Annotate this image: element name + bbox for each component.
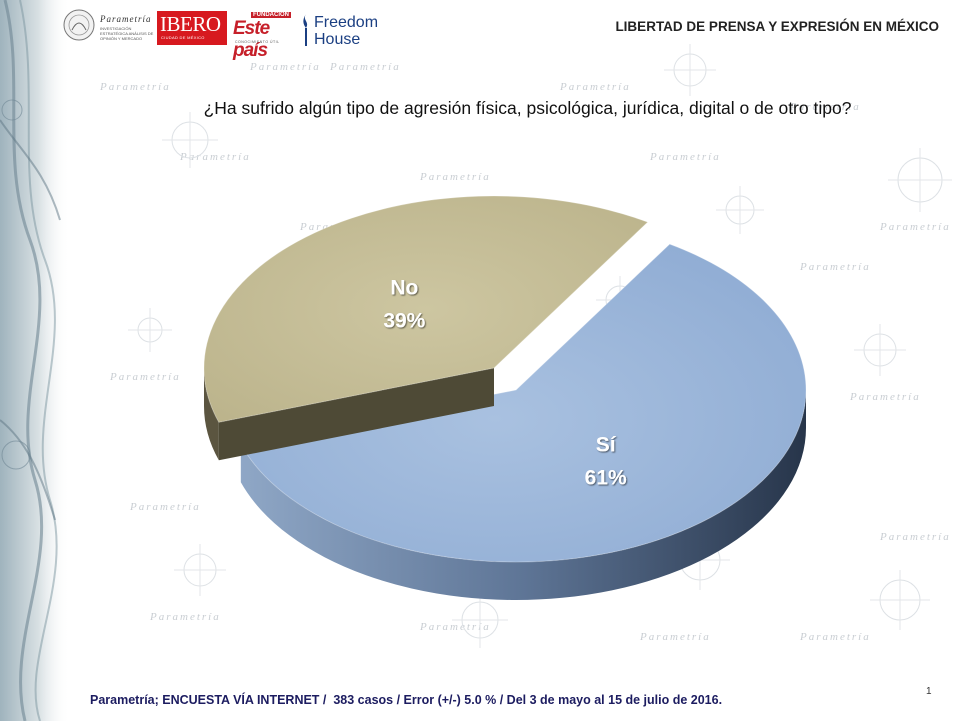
parametria-logo-name: Parametría xyxy=(100,14,152,24)
watermark-text: Parametría xyxy=(649,151,721,163)
watermark-axis xyxy=(870,570,930,630)
watermark-axis xyxy=(128,308,172,352)
left-decorative-strip xyxy=(0,0,70,721)
este-pais-logo-name: Este país xyxy=(233,18,270,61)
footer-source-note: Parametría; ENCUESTA VÍA INTERNET / 383 … xyxy=(90,693,723,707)
watermark-text: Parametría xyxy=(559,81,631,93)
watermark-axis xyxy=(664,44,716,96)
este-pais-foundation-label: FUNDACIÓN xyxy=(251,12,291,18)
watermark-text: Parametría xyxy=(109,371,181,383)
freedom-house-line1: Freedom xyxy=(314,14,379,31)
page-number: 1 xyxy=(926,686,932,697)
watermark-text: Parametría xyxy=(419,621,491,633)
watermark-text: Parametría xyxy=(799,631,871,643)
watermark-text: Parametría xyxy=(249,61,321,73)
este-pais-tagline: CONOCIMIENTO ÚTIL xyxy=(235,40,280,44)
pie-slice-side-0 xyxy=(240,390,807,600)
watermark-axis xyxy=(174,544,226,596)
watermark-text: Parametría xyxy=(329,61,401,73)
freedom-house-torch-icon xyxy=(303,14,308,46)
ibero-logo: IBERO CIUDAD DE MÉXICO xyxy=(157,11,227,45)
watermark-axis xyxy=(888,148,952,212)
watermark-text: Parametría xyxy=(789,101,861,113)
pie-slice-value-label: 39% xyxy=(383,309,425,332)
watermark-text: Parametría xyxy=(419,171,491,183)
watermark-text: Parametría xyxy=(179,151,251,163)
pie-slice-side-1 xyxy=(204,368,219,461)
ibero-logo-name: IBERO xyxy=(160,12,221,36)
watermark-axis xyxy=(716,186,764,234)
pie-slice-category-label: No xyxy=(390,276,418,299)
watermark-text: Parametría xyxy=(879,531,951,543)
watermark-text: Parametría xyxy=(149,611,221,623)
watermark-text: Parametría xyxy=(639,631,711,643)
watermark-axis xyxy=(452,592,508,648)
este-pais-logo: FUNDACIÓN Este país CONOCIMIENTO ÚTIL xyxy=(233,12,301,61)
parametria-seal-icon xyxy=(63,9,95,41)
survey-question: ¿Ha sufrido algún tipo de agresión físic… xyxy=(203,98,852,118)
pie-slice-1 xyxy=(203,195,649,423)
watermark-text: Parametría xyxy=(799,261,871,273)
ibero-logo-subtitle: CIUDAD DE MÉXICO xyxy=(161,35,205,40)
watermark-axis xyxy=(162,112,218,168)
watermark-text: Parametría xyxy=(99,81,171,93)
pie-slice-0 xyxy=(240,243,807,563)
pie-slice-value-label: 61% xyxy=(585,467,627,490)
pie-slice-cut-1 xyxy=(218,368,494,461)
watermark-text: Parametría xyxy=(129,501,201,513)
pie-slice-category-label: Sí xyxy=(596,434,617,457)
watermark-axis xyxy=(854,324,906,376)
watermark-text: Parametría xyxy=(849,391,921,403)
parametria-logo-tagline: INVESTIGACIÓN ESTRATÉGICA ANÁLISIS DE OP… xyxy=(100,26,154,41)
freedom-house-line2: House xyxy=(314,31,361,48)
header-title: LIBERTAD DE PRENSA Y EXPRESIÓN EN MÉXICO xyxy=(615,19,939,34)
watermark-text: Parametría xyxy=(879,221,951,233)
freedom-house-logo: Freedom House xyxy=(300,12,385,50)
header: Parametría INVESTIGACIÓN ESTRATÉGICA ANÁ… xyxy=(0,0,961,61)
parametria-logo: Parametría INVESTIGACIÓN ESTRATÉGICA ANÁ… xyxy=(62,6,154,46)
